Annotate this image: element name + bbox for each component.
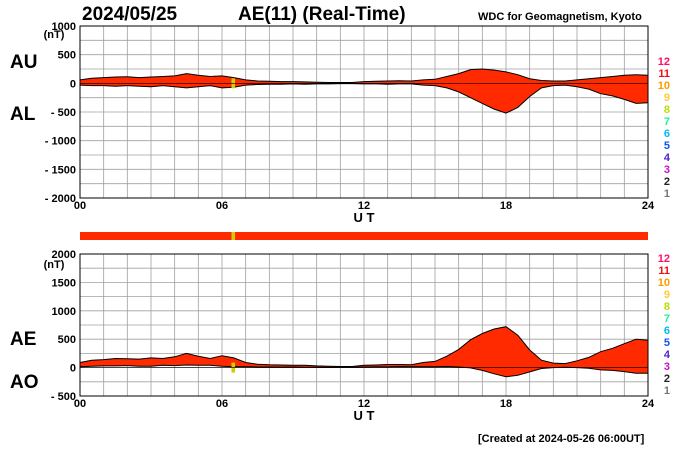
ae-ao-panel: 2000 1500 1000 500 0 - 500 (nT) 00 06 12 18 24 U T bbox=[44, 249, 655, 423]
y-tick-label: - 1500 bbox=[45, 164, 76, 176]
legend-count-9: 9 bbox=[664, 289, 670, 301]
series-label-al: AL bbox=[10, 104, 36, 125]
date-label: 2024/05/25 bbox=[82, 4, 178, 25]
series-label-ao: AO bbox=[10, 372, 39, 393]
y-tick-label: 500 bbox=[58, 50, 76, 62]
x-tick-label: 00 bbox=[74, 398, 86, 410]
au-al-panel: 1000 500 0 - 500 - 1000 - 1500 - 2000 (nT) 00 06 1… bbox=[44, 21, 655, 225]
x-tick-label: 24 bbox=[642, 398, 655, 410]
legend-count-9: 9 bbox=[664, 92, 670, 104]
legend-count-8: 8 bbox=[664, 301, 670, 313]
ae-series-line bbox=[79, 326, 649, 367]
legend-count-6: 6 bbox=[664, 128, 670, 140]
legend-count-2: 2 bbox=[664, 373, 670, 385]
chart-title: AE(11) (Real-Time) bbox=[238, 4, 406, 25]
y-tick-label: - 500 bbox=[51, 391, 76, 403]
y-tick-label: 0 bbox=[70, 78, 76, 90]
plot-frame bbox=[79, 25, 649, 199]
legend-count-12: 12 bbox=[658, 253, 670, 265]
x-tick-label: 12 bbox=[358, 398, 370, 410]
ae-ao-area bbox=[80, 326, 648, 377]
legend-count-1: 1 bbox=[664, 385, 670, 397]
station-status-bar bbox=[80, 232, 648, 240]
legend-count-11: 11 bbox=[658, 265, 670, 277]
legend-count-4: 4 bbox=[664, 349, 671, 361]
y-tick-label: 500 bbox=[58, 334, 76, 346]
legend-count-3: 3 bbox=[664, 164, 670, 176]
au-al-area bbox=[80, 69, 648, 114]
legend-count-7: 7 bbox=[664, 313, 670, 325]
x-axis-title: U T bbox=[354, 408, 375, 423]
legend-count-2: 2 bbox=[664, 176, 670, 188]
y-tick-label: - 2000 bbox=[45, 193, 76, 205]
y-tick-label: 0 bbox=[70, 363, 76, 375]
plot-frame bbox=[79, 253, 649, 397]
x-axis-title: U T bbox=[354, 210, 375, 225]
created-timestamp: [Created at 2024-05-26 06:00UT] bbox=[478, 433, 645, 445]
legend-count-10: 10 bbox=[658, 80, 670, 92]
legend-count-7: 7 bbox=[664, 116, 670, 128]
legend-count-11: 11 bbox=[658, 68, 670, 80]
legend-count-6: 6 bbox=[664, 325, 670, 337]
unit-label: (nT) bbox=[44, 259, 65, 271]
x-tick-label: 12 bbox=[358, 200, 370, 212]
x-tick-label: 24 bbox=[642, 200, 655, 212]
y-tick-label: - 1000 bbox=[45, 136, 76, 148]
x-tick-label: 18 bbox=[500, 398, 512, 410]
x-tick-label: 06 bbox=[216, 200, 228, 212]
y-tick-label: - 500 bbox=[51, 107, 76, 119]
status-bar-reduced-segment bbox=[231, 232, 236, 240]
y-tick-label: 2000 bbox=[52, 249, 76, 261]
source-label: WDC for Geomagnetism, Kyoto bbox=[478, 11, 642, 23]
y-tick-label: 1500 bbox=[52, 277, 76, 289]
au-series-line bbox=[79, 68, 649, 83]
legend-count-4: 4 bbox=[664, 152, 671, 164]
legend-count-3: 3 bbox=[664, 361, 670, 373]
y-tick-label: 1000 bbox=[52, 21, 76, 33]
legend-count-5: 5 bbox=[664, 140, 670, 152]
legend-count-1: 1 bbox=[664, 188, 670, 200]
legend-count-8: 8 bbox=[664, 104, 670, 116]
series-label-au: AU bbox=[10, 52, 38, 73]
x-tick-label: 00 bbox=[74, 200, 86, 212]
x-tick-label: 18 bbox=[500, 200, 512, 212]
y-tick-label: 1000 bbox=[52, 306, 76, 318]
legend-count-10: 10 bbox=[658, 277, 670, 289]
legend-count-5: 5 bbox=[664, 337, 670, 349]
status-bar-fill bbox=[80, 232, 648, 240]
series-label-ae: AE bbox=[10, 329, 37, 350]
legend-count-12: 12 bbox=[658, 56, 670, 68]
x-tick-label: 06 bbox=[216, 398, 228, 410]
unit-label: (nT) bbox=[44, 29, 65, 41]
al-series-line bbox=[79, 83, 649, 114]
